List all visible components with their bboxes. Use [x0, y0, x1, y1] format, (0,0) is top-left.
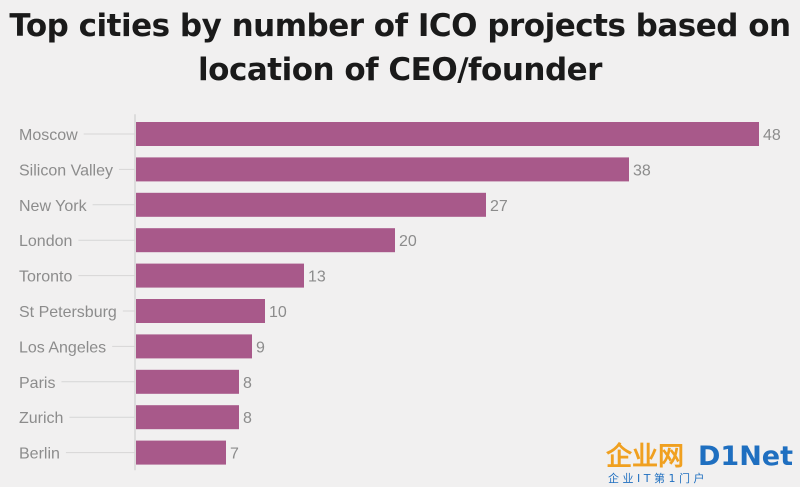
- chart-title-line-1: Top cities by number of ICO projects bas…: [9, 8, 791, 44]
- bar: [136, 405, 239, 430]
- y-tick-label: Los Angeles: [19, 339, 106, 356]
- bar: [136, 122, 759, 146]
- y-tick-label: Berlin: [19, 446, 60, 463]
- y-tick-label: London: [19, 233, 72, 250]
- bar: [136, 299, 265, 323]
- bar: [136, 192, 486, 217]
- bar-value-label: 8: [243, 410, 252, 427]
- y-tick-label: Zurich: [19, 410, 63, 427]
- bar-value-label: 27: [490, 198, 508, 215]
- d1net-logo-watermark: 企业网 D1Net 企 业 I T 第 1 门 户: [606, 441, 793, 485]
- y-tick-label: St Petersburg: [19, 304, 117, 321]
- bar: [136, 228, 395, 253]
- bar-value-label: 20: [399, 233, 417, 250]
- bar-value-label: 9: [256, 339, 265, 356]
- bar-value-label: 10: [269, 304, 287, 321]
- bar: [136, 334, 252, 359]
- bar: [136, 369, 239, 394]
- watermark-brand-cn: 企业网: [606, 441, 684, 472]
- y-tick-label: New York: [19, 198, 88, 215]
- bar: [136, 157, 629, 182]
- bar: [136, 263, 304, 288]
- watermark-brand-en: D1Net: [698, 441, 793, 472]
- watermark-tagline: 企 业 I T 第 1 门 户: [608, 471, 704, 485]
- bar: [136, 440, 226, 465]
- bar-value-label: 7: [230, 446, 239, 463]
- bar-value-label: 8: [243, 375, 252, 392]
- chart-title-line-2: location of CEO/founder: [198, 52, 602, 88]
- chart-title: Top cities by number of ICO projects bas…: [0, 4, 800, 92]
- y-tick-label: Silicon Valley: [19, 162, 113, 179]
- y-tick-label: Paris: [19, 375, 55, 392]
- bar-value-label: 13: [308, 269, 326, 286]
- bar-value-label: 48: [763, 127, 781, 144]
- bar-value-label: 38: [633, 162, 651, 179]
- y-tick-label: Toronto: [19, 269, 72, 286]
- y-tick-label: Moscow: [19, 127, 78, 144]
